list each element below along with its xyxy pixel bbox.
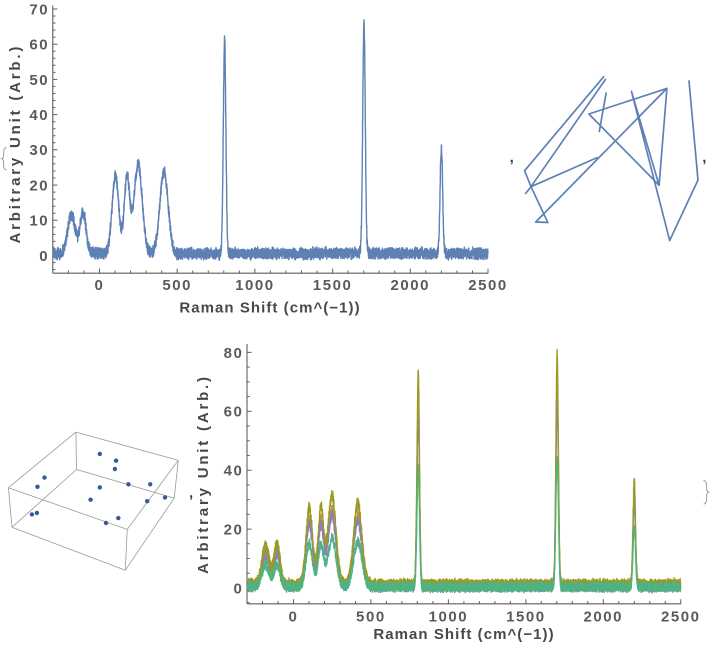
svg-text:20: 20 — [29, 178, 49, 195]
svg-text:0: 0 — [289, 608, 299, 625]
svg-text:20: 20 — [224, 522, 244, 539]
svg-text:1000: 1000 — [235, 277, 275, 294]
svg-text:80: 80 — [224, 345, 244, 362]
svg-text:60: 60 — [29, 37, 49, 54]
svg-text:50: 50 — [29, 72, 49, 89]
svg-text:60: 60 — [224, 404, 244, 421]
svg-text:500: 500 — [162, 277, 192, 294]
svg-text:Raman Shift (cm^(−1)): Raman Shift (cm^(−1)) — [373, 626, 554, 643]
svg-text:10: 10 — [29, 213, 49, 230]
svg-text:,: , — [702, 149, 706, 166]
svg-text:1000: 1000 — [429, 608, 469, 625]
svg-text:0: 0 — [95, 277, 105, 294]
svg-text:Raman Shift (cm^(−1)): Raman Shift (cm^(−1)) — [179, 300, 360, 317]
svg-text:70: 70 — [29, 1, 49, 18]
svg-text:Arbitrary Unit (Arb.): Arbitrary Unit (Arb.) — [195, 374, 212, 574]
svg-text:,: , — [189, 485, 193, 502]
svg-text:,: , — [510, 149, 514, 166]
svg-text:0: 0 — [233, 580, 243, 597]
svg-text:40: 40 — [29, 107, 49, 124]
svg-text:2500: 2500 — [468, 277, 508, 294]
svg-text:2000: 2000 — [584, 608, 624, 625]
svg-text:2000: 2000 — [391, 277, 431, 294]
svg-text:2500: 2500 — [661, 608, 701, 625]
svg-text:40: 40 — [224, 463, 244, 480]
svg-text:0: 0 — [39, 248, 49, 265]
svg-text:Arbitrary Unit (Arb.): Arbitrary Unit (Arb.) — [7, 44, 24, 244]
svg-text:500: 500 — [356, 608, 386, 625]
svg-text:1500: 1500 — [506, 608, 546, 625]
svg-text:1500: 1500 — [313, 277, 353, 294]
svg-text:30: 30 — [29, 142, 49, 159]
